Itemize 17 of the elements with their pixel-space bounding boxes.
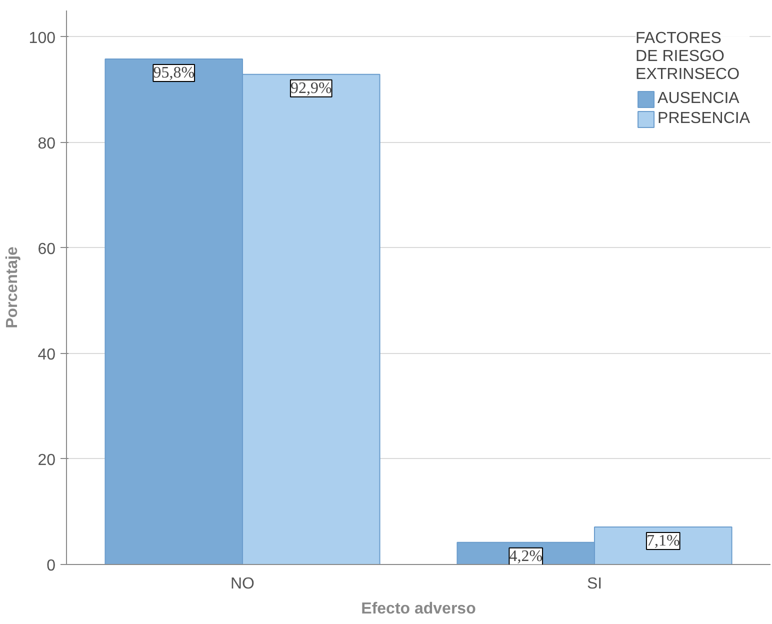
legend-title: FACTORES DE RIESGO EXTRINSECO xyxy=(636,30,741,84)
y-tick-label: 60 xyxy=(38,240,56,258)
x-axis-title: Efecto adverso xyxy=(361,600,476,618)
y-tick-label: 80 xyxy=(38,135,56,152)
y-axis-title: Porcentaje xyxy=(4,246,21,328)
x-tick-label: NO xyxy=(230,576,254,592)
x-tick-label: SI xyxy=(586,576,602,592)
data-label: 7,1% xyxy=(646,532,680,550)
y-tick-label: 100 xyxy=(28,30,56,47)
legend-label: AUSENCIA xyxy=(658,90,740,108)
data-label: 4,2% xyxy=(509,548,543,565)
data-label: 92,9% xyxy=(290,80,332,97)
legend-label: PRESENCIA xyxy=(658,110,750,128)
y-tick-label: 20 xyxy=(38,452,56,469)
data-label: 95,8% xyxy=(153,64,195,82)
y-tick-label: 0 xyxy=(46,558,56,574)
y-tick-label: 40 xyxy=(38,346,56,364)
